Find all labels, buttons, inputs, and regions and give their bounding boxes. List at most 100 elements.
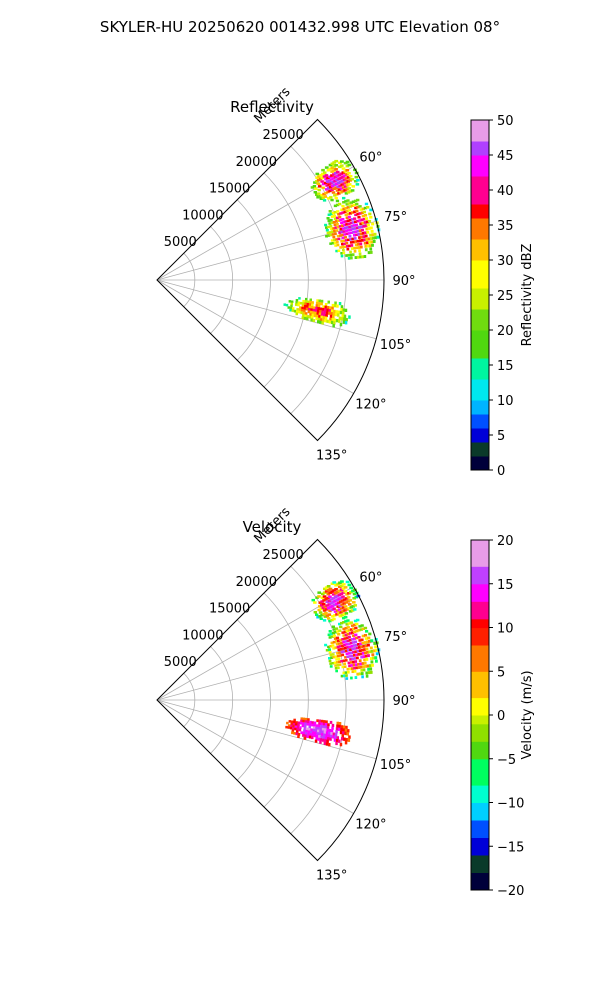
echo-cell xyxy=(351,227,355,231)
echo-cell xyxy=(343,643,347,647)
echo-cell xyxy=(318,615,322,618)
echo-cell xyxy=(340,305,344,309)
colorbar-band xyxy=(471,601,489,620)
echo-cell xyxy=(301,306,304,310)
echo-cell xyxy=(340,183,344,186)
echo-cell xyxy=(324,174,329,177)
echo-cell xyxy=(337,657,341,661)
echo-cell xyxy=(336,724,339,728)
colorbar-band xyxy=(471,741,489,760)
echo-cell xyxy=(334,186,338,189)
echo-cell xyxy=(342,598,347,601)
echo-cell xyxy=(330,215,334,218)
echo-cell xyxy=(348,175,353,178)
echo-cell xyxy=(328,175,332,178)
echo-cell xyxy=(338,202,342,206)
echo-cell xyxy=(363,648,367,651)
echo-cell xyxy=(341,317,344,321)
echo-cell xyxy=(312,185,317,188)
echo-cell xyxy=(321,727,325,731)
echo-cell xyxy=(326,596,330,600)
echo-cell xyxy=(345,580,350,584)
echo-cell xyxy=(368,240,372,244)
echo-cell xyxy=(311,301,314,304)
echo-cell xyxy=(370,649,374,653)
echo-cell xyxy=(320,733,324,737)
echo-cell xyxy=(338,629,342,632)
echo-cell xyxy=(330,309,334,313)
echo-cell xyxy=(335,741,338,746)
velocity-panel: Velocity500010000150002000025000Meters60… xyxy=(156,504,535,899)
echo-cell xyxy=(339,187,344,190)
echo-cell xyxy=(332,634,336,638)
echo-cell xyxy=(345,738,348,742)
echo-cell xyxy=(328,648,331,651)
echo-cell xyxy=(343,665,347,668)
echo-cell xyxy=(327,603,331,606)
colorbar-band xyxy=(471,785,489,803)
echo-cell xyxy=(340,208,344,211)
echo-cell xyxy=(325,614,330,617)
echo-cell xyxy=(331,726,334,730)
echo-cell xyxy=(338,663,342,666)
echo-cell xyxy=(345,160,350,164)
echo-cell xyxy=(327,617,331,620)
echo-cell xyxy=(374,656,378,660)
echo-cell xyxy=(322,171,327,174)
echo-cell xyxy=(335,249,338,253)
echo-cell xyxy=(338,739,341,743)
echo-cell xyxy=(338,180,343,183)
echo-cell xyxy=(347,629,351,632)
echo-cell xyxy=(354,175,359,179)
echo-cell xyxy=(332,214,336,218)
echo-cell xyxy=(304,720,308,723)
echo-cell xyxy=(328,731,331,735)
echo-cell xyxy=(343,233,347,236)
echo-cell xyxy=(338,614,342,618)
echo-cell xyxy=(342,613,347,616)
echo-cell xyxy=(335,170,340,174)
echo-cell xyxy=(326,585,331,588)
echo-cell xyxy=(357,643,361,646)
echo-cell xyxy=(330,604,335,608)
echo-cell xyxy=(349,648,353,651)
echo-cell xyxy=(334,172,338,175)
echo-cell xyxy=(342,731,345,735)
azimuth-tick-label: 60° xyxy=(359,571,382,586)
echo-cell xyxy=(344,656,347,659)
echo-cell xyxy=(335,598,339,602)
echo-cell xyxy=(369,657,373,660)
echo-cell xyxy=(329,645,333,648)
echo-cell xyxy=(324,319,327,323)
echo-cell xyxy=(345,223,349,226)
echo-cell xyxy=(328,189,332,193)
echo-cell xyxy=(332,220,336,224)
echo-cell xyxy=(305,717,308,721)
echo-cell xyxy=(364,234,368,238)
echo-cell xyxy=(344,659,348,662)
echo-cell xyxy=(334,196,338,200)
echo-cell xyxy=(338,316,342,320)
echo-cell xyxy=(325,731,329,735)
azimuth-tick-label: 135° xyxy=(316,869,347,884)
echo-cell xyxy=(329,653,333,657)
echo-cell xyxy=(315,724,319,728)
echo-cell xyxy=(350,609,355,612)
echo-cell xyxy=(354,220,358,223)
echo-cell xyxy=(333,614,337,617)
echo-cell xyxy=(344,206,348,210)
echo-cell xyxy=(346,646,350,649)
echo-cell xyxy=(361,634,365,638)
echo-cell xyxy=(317,304,321,308)
echo-cell xyxy=(353,246,356,250)
echo-cell xyxy=(353,217,357,220)
echo-cell xyxy=(369,208,373,212)
range-tick-label: 20000 xyxy=(236,575,277,590)
echo-cell xyxy=(328,222,332,225)
echo-cell xyxy=(337,188,342,191)
echo-cell xyxy=(285,303,289,307)
echo-cell xyxy=(290,304,293,308)
colorbar-band xyxy=(471,456,489,471)
echo-cell xyxy=(323,181,328,185)
echo-cell xyxy=(356,618,360,622)
